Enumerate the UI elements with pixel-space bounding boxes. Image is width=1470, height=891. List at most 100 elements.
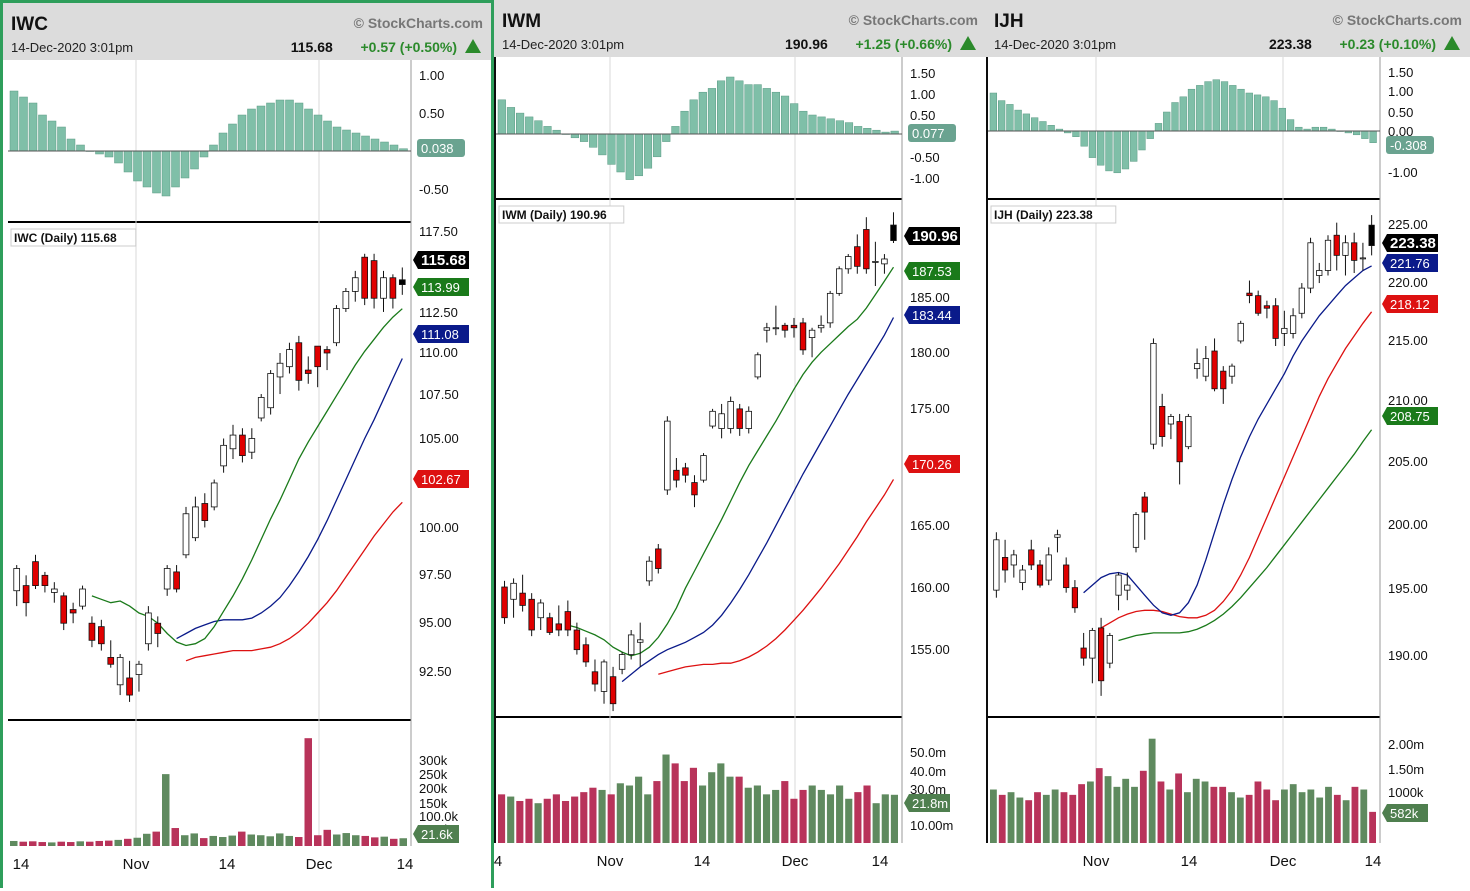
candle-body: [192, 506, 199, 539]
volume-bar: [781, 781, 789, 843]
sma50-line: [658, 479, 895, 675]
candle-body: [361, 256, 368, 299]
candle-body: [510, 582, 517, 600]
candle-body: [276, 362, 284, 378]
macd-hist-bar: [180, 150, 190, 179]
volume-bar: [86, 841, 94, 846]
date-axis-strip: [494, 843, 986, 888]
ma-value-badge: [1382, 295, 1438, 313]
volume-bar: [266, 836, 274, 846]
volume-bar: [314, 835, 322, 846]
chart-panel-ijh: IJH 14-Dec-2020 3:01pm © StockCharts.com +0…: [986, 0, 1470, 888]
sma10-line: [91, 308, 403, 647]
macd-hist-bar: [863, 128, 872, 135]
volume-value-badge: [413, 825, 459, 843]
volume-bar: [1131, 786, 1138, 843]
macd-hist-bar: [275, 99, 285, 152]
price-tick-label: 110.00: [419, 345, 458, 360]
volume-bar: [507, 796, 515, 843]
volume-bar: [352, 835, 360, 846]
volume-bar: [257, 835, 265, 846]
candle-body: [13, 568, 21, 592]
volume-bar: [228, 835, 236, 846]
date-tick-label: 14: [1365, 853, 1382, 870]
last-price: 223.38: [1269, 36, 1312, 52]
macd-tick-label: 0.00: [1388, 124, 1413, 139]
ma-value-badge: [1382, 407, 1438, 425]
macd-tick-label: 1.50: [910, 66, 935, 81]
price-tick-label: 112.50: [419, 305, 458, 320]
macd-hist-bar: [1262, 96, 1270, 132]
macd-hist-bar: [1253, 94, 1262, 132]
macd-hist-bar: [1369, 130, 1377, 143]
macd-hist-bar: [247, 108, 256, 152]
candle-body: [116, 657, 124, 686]
price-tick-label: 165.00: [910, 518, 950, 533]
volume-bar: [680, 781, 688, 843]
candle-body: [1237, 322, 1244, 342]
volume-bar: [1060, 792, 1068, 843]
candle-body: [826, 292, 834, 324]
candle-body: [890, 224, 897, 241]
volume-bar: [1289, 784, 1297, 843]
volume-bar: [1095, 768, 1103, 843]
volume-bar: [19, 841, 27, 846]
volume-bar: [209, 835, 217, 846]
price-tick-label: 155.00: [910, 642, 950, 657]
ma-value-badge: [413, 470, 469, 488]
ma-value-label: 170.26: [912, 457, 952, 472]
chart-panel-iwm: IWM 14-Dec-2020 3:01pm © StockCharts.com +1…: [494, 0, 986, 888]
chart-panel-iwc: IWC 14-Dec-2020 3:01pm © StockCharts.com +0…: [0, 0, 494, 891]
volume-tick-label: 150k: [419, 796, 448, 811]
candle-body: [60, 595, 68, 624]
price-tick-label: 185.00: [910, 290, 950, 305]
volume-bar: [607, 794, 615, 843]
price-tick-label: 175.00: [910, 401, 950, 416]
volume-bar: [1210, 786, 1218, 843]
chart-svg-ijh: IJH 14-Dec-2020 3:01pm © StockCharts.com +0…: [986, 0, 1470, 888]
candle-body: [1211, 350, 1218, 390]
macd-hist-bar: [266, 102, 275, 152]
macd-hist-bar: [218, 132, 228, 152]
price-tick-label: 195.00: [1388, 581, 1428, 596]
volume-bar: [361, 835, 369, 846]
candle-body: [79, 588, 86, 607]
macd-hist-bar: [1286, 119, 1295, 132]
volume-bar: [1360, 789, 1368, 843]
macd-hist-bar: [1196, 85, 1204, 132]
date-tick-label: Dec: [782, 853, 809, 870]
date-tick-label: 14: [872, 853, 889, 870]
volume-bar: [124, 838, 132, 846]
macd-hist-bar: [698, 91, 707, 135]
macd-hist-bar: [744, 84, 753, 135]
price-tick-label: 200.00: [1388, 517, 1428, 532]
volume-bar: [1175, 773, 1182, 843]
macd-hist-bar: [133, 150, 142, 182]
macd-hist-bar: [1097, 130, 1105, 166]
up-arrow-icon: [960, 36, 976, 50]
macd-hist-bar: [1006, 104, 1014, 132]
volume-bar: [1325, 786, 1332, 843]
candle-body: [22, 585, 30, 604]
candle-body: [655, 548, 662, 569]
volume-bar: [671, 763, 679, 843]
ma-value-badge: [1382, 254, 1438, 272]
macd-hist-bar: [543, 126, 552, 135]
legend-box: [990, 205, 1117, 224]
macd-hist-bar: [190, 150, 199, 170]
macd-hist-bar: [47, 120, 57, 152]
macd-hist-bar: [653, 133, 662, 158]
candle-body: [1045, 554, 1052, 581]
ma-value-label: 187.53: [912, 264, 952, 279]
ma-value-label: 111.08: [421, 327, 459, 342]
candle-body: [1281, 327, 1288, 334]
candle-body: [618, 654, 626, 670]
price-tick-label: 205.00: [1388, 454, 1428, 469]
volume-bar: [48, 842, 56, 846]
volume-bar: [689, 767, 697, 843]
candle-body: [1298, 287, 1305, 314]
volume-bar: [57, 841, 65, 846]
macd-hist-bar: [1031, 117, 1039, 132]
candle-body: [691, 482, 698, 496]
candle-body: [781, 324, 789, 331]
